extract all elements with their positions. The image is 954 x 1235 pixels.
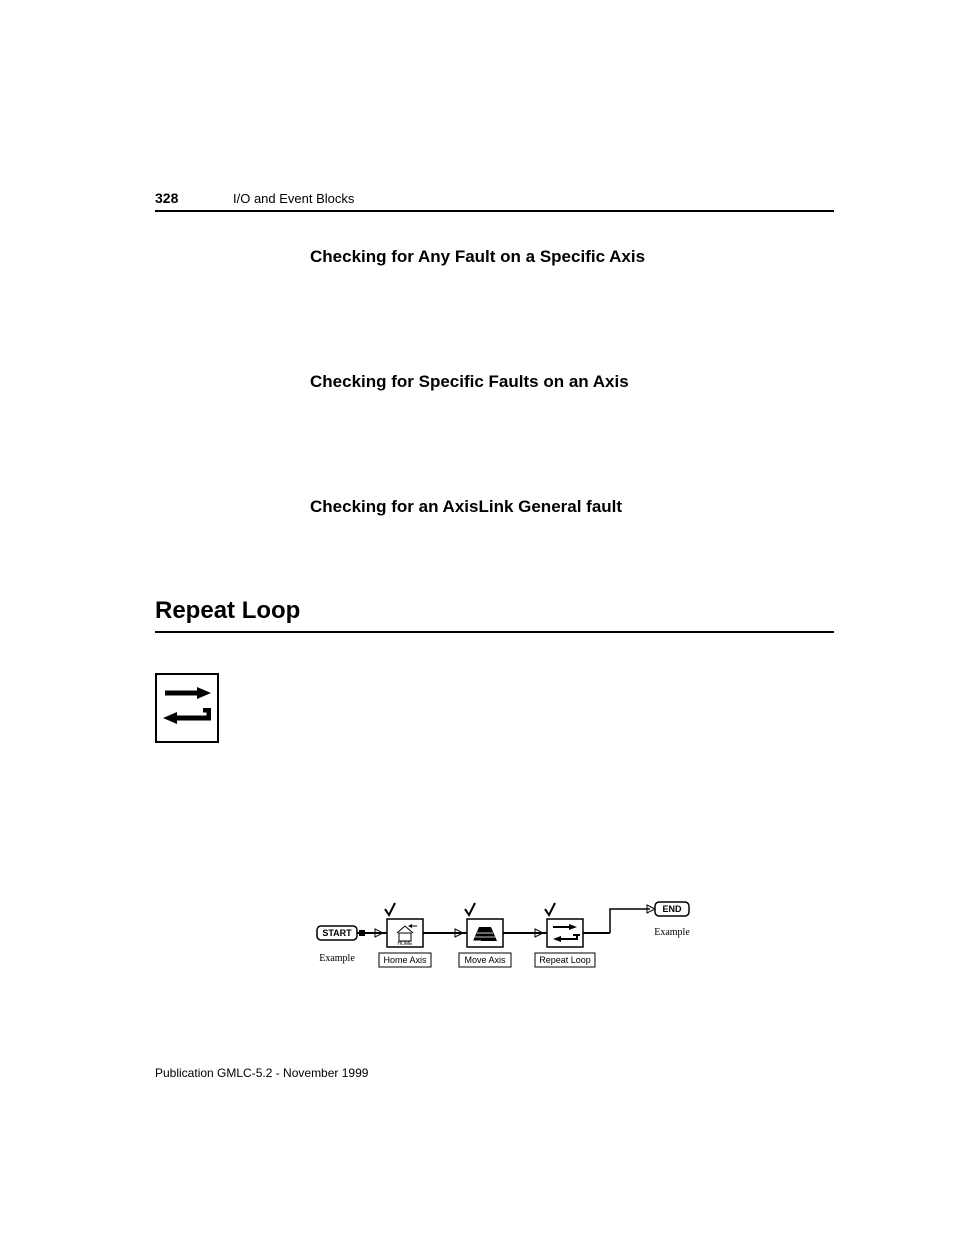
end-node-label: END bbox=[662, 904, 682, 914]
repeat-loop-block bbox=[547, 919, 583, 947]
repeat-loop-label: Repeat Loop bbox=[539, 955, 591, 965]
page-number: 328 bbox=[155, 190, 233, 206]
chapter-title: I/O and Event Blocks bbox=[233, 191, 354, 206]
home-axis-block: HOME bbox=[387, 919, 423, 947]
svg-text:HOME: HOME bbox=[398, 941, 414, 947]
repeat-loop-icon bbox=[155, 673, 219, 743]
move-axis-label: Move Axis bbox=[464, 955, 506, 965]
publication-footer: Publication GMLC-5.2 - November 1999 bbox=[155, 1066, 368, 1080]
flow-diagram: START HOME bbox=[315, 893, 834, 988]
subsection-heading-1: Checking for Any Fault on a Specific Axi… bbox=[310, 247, 834, 267]
section-heading: Repeat Loop bbox=[155, 597, 834, 633]
subsection-heading-2: Checking for Specific Faults on an Axis bbox=[310, 372, 834, 392]
end-caption: Example bbox=[654, 927, 690, 938]
subsection-heading-3: Checking for an AxisLink General fault bbox=[310, 497, 834, 517]
start-node-label: START bbox=[322, 928, 352, 938]
move-axis-block bbox=[467, 919, 503, 947]
start-caption: Example bbox=[319, 953, 355, 964]
page-header: 328 I/O and Event Blocks bbox=[155, 190, 834, 212]
loop-return-icon bbox=[163, 708, 211, 730]
arrow-right-icon bbox=[163, 686, 211, 700]
home-axis-label: Home Axis bbox=[383, 955, 427, 965]
